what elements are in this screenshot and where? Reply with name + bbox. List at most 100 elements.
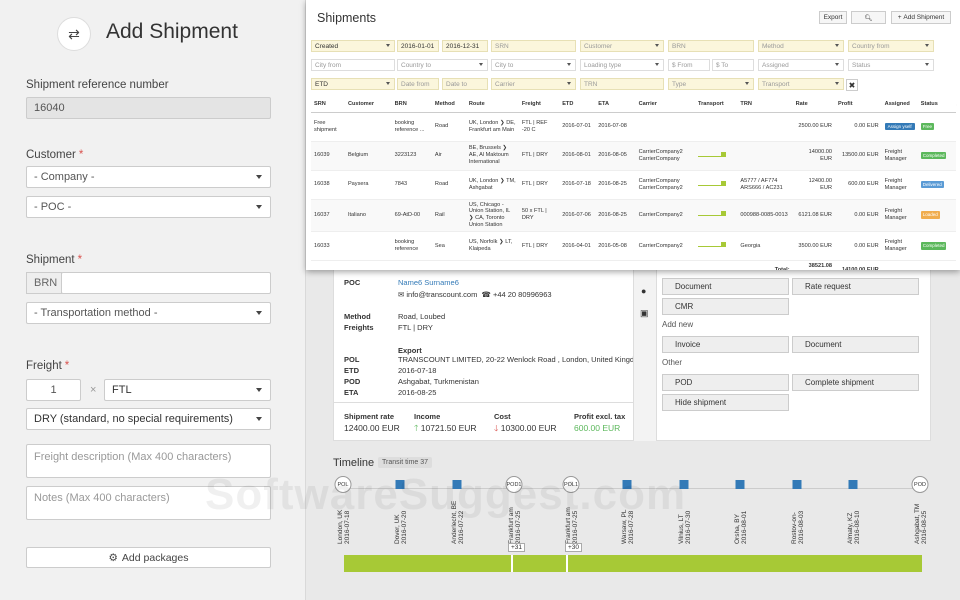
freight-qty-input[interactable]: 1 bbox=[26, 379, 81, 401]
filter-16[interactable]: ETD bbox=[311, 78, 395, 90]
timeline-node[interactable]: POD1 bbox=[505, 476, 523, 493]
search-button[interactable]: 🔍︎ bbox=[851, 11, 886, 24]
freight-type-select[interactable]: FTL bbox=[104, 379, 271, 401]
cmr-button[interactable]: CMR bbox=[662, 298, 789, 315]
filter-15[interactable]: Status bbox=[848, 59, 934, 71]
brn-input[interactable] bbox=[61, 272, 271, 294]
rate-request-button[interactable]: Rate request bbox=[792, 278, 919, 295]
column-header-route[interactable]: Route bbox=[465, 97, 519, 113]
table-row[interactable]: 16037 Italiano 69-AtD-00 Rail US, Chicago - … bbox=[311, 199, 956, 233]
search-icon: 🔍︎ bbox=[864, 14, 873, 22]
column-header-freight[interactable]: Freight bbox=[518, 97, 560, 113]
cell-trn: 000988-0085-0013 bbox=[737, 199, 793, 233]
filter-12[interactable]: $ From bbox=[668, 59, 710, 71]
rate-value: 12400.00 EUR bbox=[344, 423, 400, 433]
timeline-node[interactable]: POL bbox=[334, 476, 352, 493]
filter-9[interactable]: Country to bbox=[397, 59, 488, 71]
filter-19[interactable]: Carrier bbox=[491, 78, 576, 90]
timeline-date: 2016-08-01 bbox=[741, 510, 748, 544]
column-header-trn[interactable]: TRN bbox=[737, 97, 793, 113]
filter-22[interactable]: Transport bbox=[758, 78, 844, 90]
cell-brn: booking reference ... bbox=[391, 112, 432, 142]
filter-13[interactable]: $ To bbox=[712, 59, 754, 71]
table-row[interactable]: 16033 booking reference Sea US, Norfolk ❯ L… bbox=[311, 231, 956, 262]
filter-17[interactable]: Date from bbox=[397, 78, 439, 90]
timeline-baseline bbox=[344, 488, 922, 489]
filter-2[interactable]: 2016-12-31 bbox=[442, 40, 488, 52]
cell-assigned: Freight Manager bbox=[881, 141, 918, 171]
filter-14[interactable]: Assigned bbox=[758, 59, 844, 71]
table-row[interactable]: 16039 Belgium 3223123 Air BE, Brussels ❯ AE,… bbox=[311, 141, 956, 171]
column-header-transport[interactable]: Transport bbox=[694, 97, 738, 113]
timeline-node[interactable] bbox=[679, 480, 689, 489]
column-header-customer[interactable]: Customer bbox=[344, 97, 392, 113]
timeline-node[interactable] bbox=[395, 480, 405, 489]
timeline-node[interactable] bbox=[848, 480, 858, 489]
assign-button[interactable]: Assign yself bbox=[884, 122, 915, 131]
transport-method-select[interactable]: - Transportation method - bbox=[26, 302, 271, 324]
port-marker: POD1 bbox=[505, 476, 523, 493]
cell-trn bbox=[737, 141, 793, 171]
cell-srn: 16039 bbox=[311, 141, 345, 171]
filter-21[interactable]: Type bbox=[668, 78, 754, 90]
column-header-carrier[interactable]: Carrier bbox=[635, 97, 695, 113]
filter-3[interactable]: SRN bbox=[491, 40, 576, 52]
add-document-button[interactable]: Document bbox=[792, 336, 919, 353]
filter-1[interactable]: 2016-01-01 bbox=[397, 40, 439, 52]
shipments-table: SRN Customer BRN Method Route Freight ETD ETA Ca… bbox=[311, 97, 956, 270]
column-header-method[interactable]: Method bbox=[431, 97, 466, 113]
cost-label: Cost bbox=[494, 412, 511, 421]
cell-route: UK, London ❯ TM, Ashgabat bbox=[465, 170, 519, 200]
table-row[interactable]: Free shipment booking reference ... Road UK… bbox=[311, 112, 956, 142]
filter-10[interactable]: City to bbox=[491, 59, 576, 71]
invoice-button[interactable]: Invoice bbox=[662, 336, 789, 353]
table-row[interactable]: 16038 Paysera 7843 Road UK, London ❯ TM, Ash… bbox=[311, 170, 956, 200]
company-select[interactable]: - Company - bbox=[26, 166, 271, 188]
money-icon[interactable]: ▣ bbox=[640, 308, 649, 318]
waypoint-flag-icon bbox=[622, 480, 632, 489]
filter-6[interactable]: Method bbox=[758, 40, 844, 52]
column-header-etd[interactable]: ETD bbox=[559, 97, 596, 113]
add-shipment-button[interactable]: + Add Shipment bbox=[891, 11, 951, 24]
filter-7[interactable]: Country from bbox=[848, 40, 934, 52]
filter-5[interactable]: BRN bbox=[668, 40, 754, 52]
filter-8[interactable]: City from bbox=[311, 59, 395, 71]
column-header-status[interactable]: Status bbox=[917, 97, 956, 113]
export-button[interactable]: Export bbox=[819, 11, 847, 24]
poc-select[interactable]: - POC - bbox=[26, 196, 271, 218]
filter-text: Type bbox=[672, 80, 687, 88]
hide-shipment-button[interactable]: Hide shipment bbox=[662, 394, 789, 411]
timeline-node[interactable]: POL1 bbox=[562, 476, 580, 493]
timeline-node[interactable] bbox=[452, 480, 462, 489]
map-pin-icon[interactable]: ● bbox=[641, 286, 647, 296]
clear-filters-button[interactable]: ✖ bbox=[846, 79, 858, 91]
timeline-node[interactable] bbox=[792, 480, 802, 489]
filter-11[interactable]: Loading type bbox=[580, 59, 664, 71]
filter-20[interactable]: TRN bbox=[580, 78, 664, 90]
filter-0[interactable]: Created bbox=[311, 40, 395, 52]
cell-route: UK, London ❯ DE, Frankfurt am Main bbox=[465, 112, 519, 142]
swap-arrows-icon[interactable]: ⇄ bbox=[57, 17, 91, 51]
complete-shipment-button[interactable]: Complete shipment bbox=[792, 374, 919, 391]
filter-18[interactable]: Date to bbox=[442, 78, 488, 90]
pod-button[interactable]: POD bbox=[662, 374, 789, 391]
notes-input[interactable]: Notes (Max 400 characters) bbox=[26, 486, 271, 520]
column-header-profit[interactable]: Profit bbox=[834, 97, 882, 113]
document-button[interactable]: Document bbox=[662, 278, 789, 295]
column-header-srn[interactable]: SRN bbox=[311, 97, 345, 113]
column-header-assigned[interactable]: Assigned bbox=[881, 97, 918, 113]
filter-4[interactable]: Customer bbox=[580, 40, 664, 52]
add-packages-button[interactable]: ⚙ Add packages bbox=[26, 547, 271, 568]
shipment-label: Shipment * bbox=[26, 254, 83, 266]
timeline-node[interactable]: POD bbox=[911, 476, 929, 493]
poc-name-link[interactable]: Name6 Surname6 bbox=[398, 278, 459, 287]
column-header-eta[interactable]: ETA bbox=[595, 97, 636, 113]
column-header-rate[interactable]: Rate bbox=[792, 97, 835, 113]
freight-description-input[interactable]: Freight description (Max 400 characters) bbox=[26, 444, 271, 478]
filter-text: TRN bbox=[584, 80, 598, 88]
timeline-node[interactable] bbox=[622, 480, 632, 489]
column-header-brn[interactable]: BRN bbox=[391, 97, 432, 113]
cell-rate: 2500.00 EUR bbox=[792, 112, 835, 142]
freight-condition-select[interactable]: DRY (standard, no special requirements) bbox=[26, 408, 271, 430]
timeline-node[interactable] bbox=[735, 480, 745, 489]
